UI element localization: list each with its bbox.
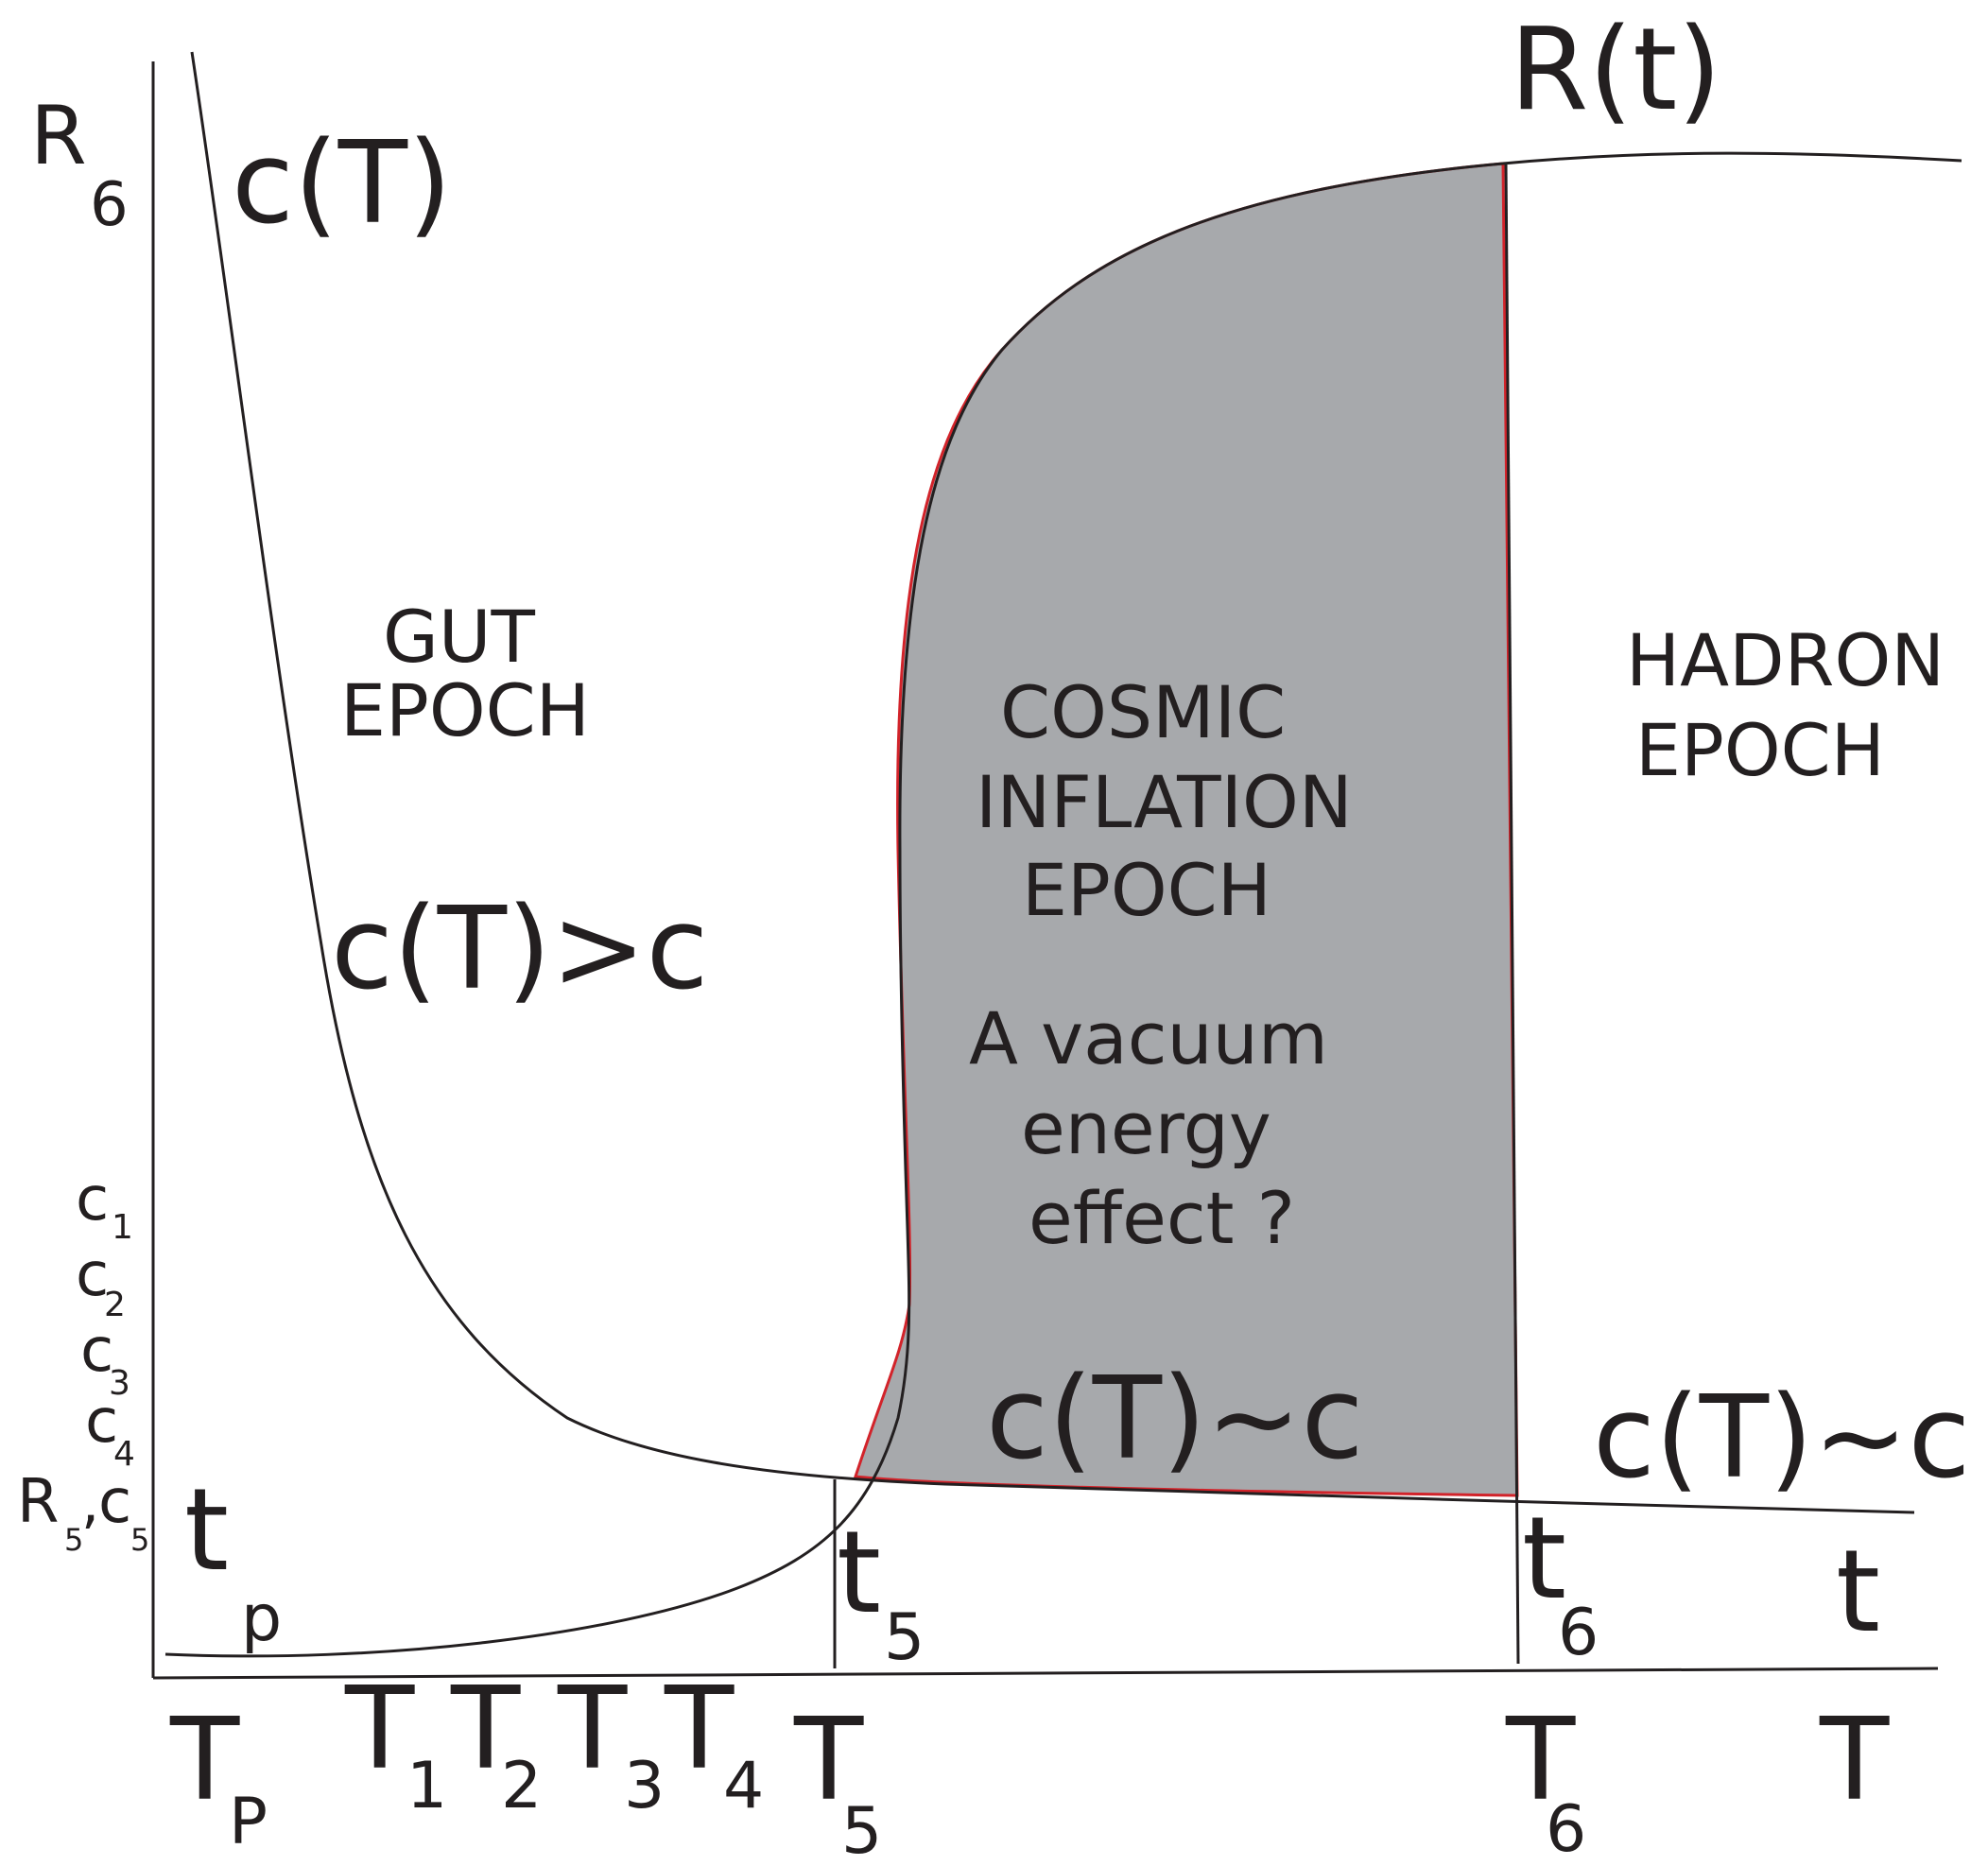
c1-subscript: 1 — [112, 1208, 133, 1247]
r6-subscript: 6 — [90, 170, 129, 240]
c-of-t-label: c(T) — [232, 118, 452, 250]
T1-label: T — [344, 1664, 415, 1795]
r5c5-c-subscript: 5 — [130, 1522, 149, 1558]
x-axis — [153, 1668, 1938, 1678]
cosmic-line2: INFLATION — [976, 760, 1353, 844]
hadron-line2: EPOCH — [1635, 708, 1885, 792]
vacuum-line2: energy — [1021, 1086, 1271, 1170]
tp-label: t — [184, 1465, 229, 1597]
cosmic-line1: COSMIC — [1000, 670, 1286, 754]
t5-subscript: 5 — [884, 1600, 925, 1675]
t5-label: t — [837, 1508, 881, 1639]
tp-subscript: p — [241, 1581, 282, 1656]
TP-subscript: P — [229, 1785, 268, 1859]
r5c5-comma: , — [81, 1470, 99, 1536]
hadron-line1: HADRON — [1626, 618, 1945, 702]
gut-epoch-line1: GUT — [383, 595, 536, 679]
T5-subscript: 5 — [841, 1794, 882, 1866]
gut-epoch-line2: EPOCH — [340, 668, 590, 752]
t6-subscript: 6 — [1558, 1596, 1599, 1670]
r-of-t-label: R(t) — [1510, 5, 1721, 136]
cosmic-line3: EPOCH — [1022, 848, 1271, 932]
T4-subscript: 4 — [723, 1749, 764, 1823]
vacuum-line1: A vacuum — [969, 996, 1328, 1080]
c1-label: c — [76, 1165, 109, 1235]
vacuum-line3: effect ? — [1029, 1176, 1295, 1260]
c-approx-c-mid: c(T)~c — [986, 1354, 1363, 1485]
r5c5-r-label: R — [17, 1467, 59, 1537]
r6-label: R — [30, 89, 87, 183]
c-approx-c-right: c(T)~c — [1593, 1373, 1970, 1504]
T-axis-label: T — [1819, 1695, 1890, 1826]
t-axis-label: t — [1836, 1527, 1880, 1658]
T1-subscript: 1 — [406, 1749, 447, 1823]
T3-label: T — [557, 1664, 628, 1795]
c-gt-c-label: c(T)>c — [331, 884, 708, 1015]
T3-subscript: 3 — [624, 1749, 665, 1823]
T6-subscript: 6 — [1546, 1792, 1586, 1866]
r5c5-c-label: c — [98, 1467, 131, 1537]
T2-subscript: 2 — [501, 1749, 542, 1823]
